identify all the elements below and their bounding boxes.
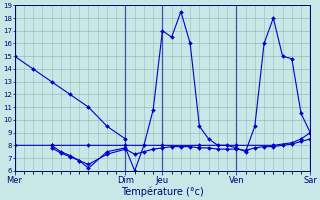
X-axis label: Température (°c): Température (°c) xyxy=(121,187,204,197)
